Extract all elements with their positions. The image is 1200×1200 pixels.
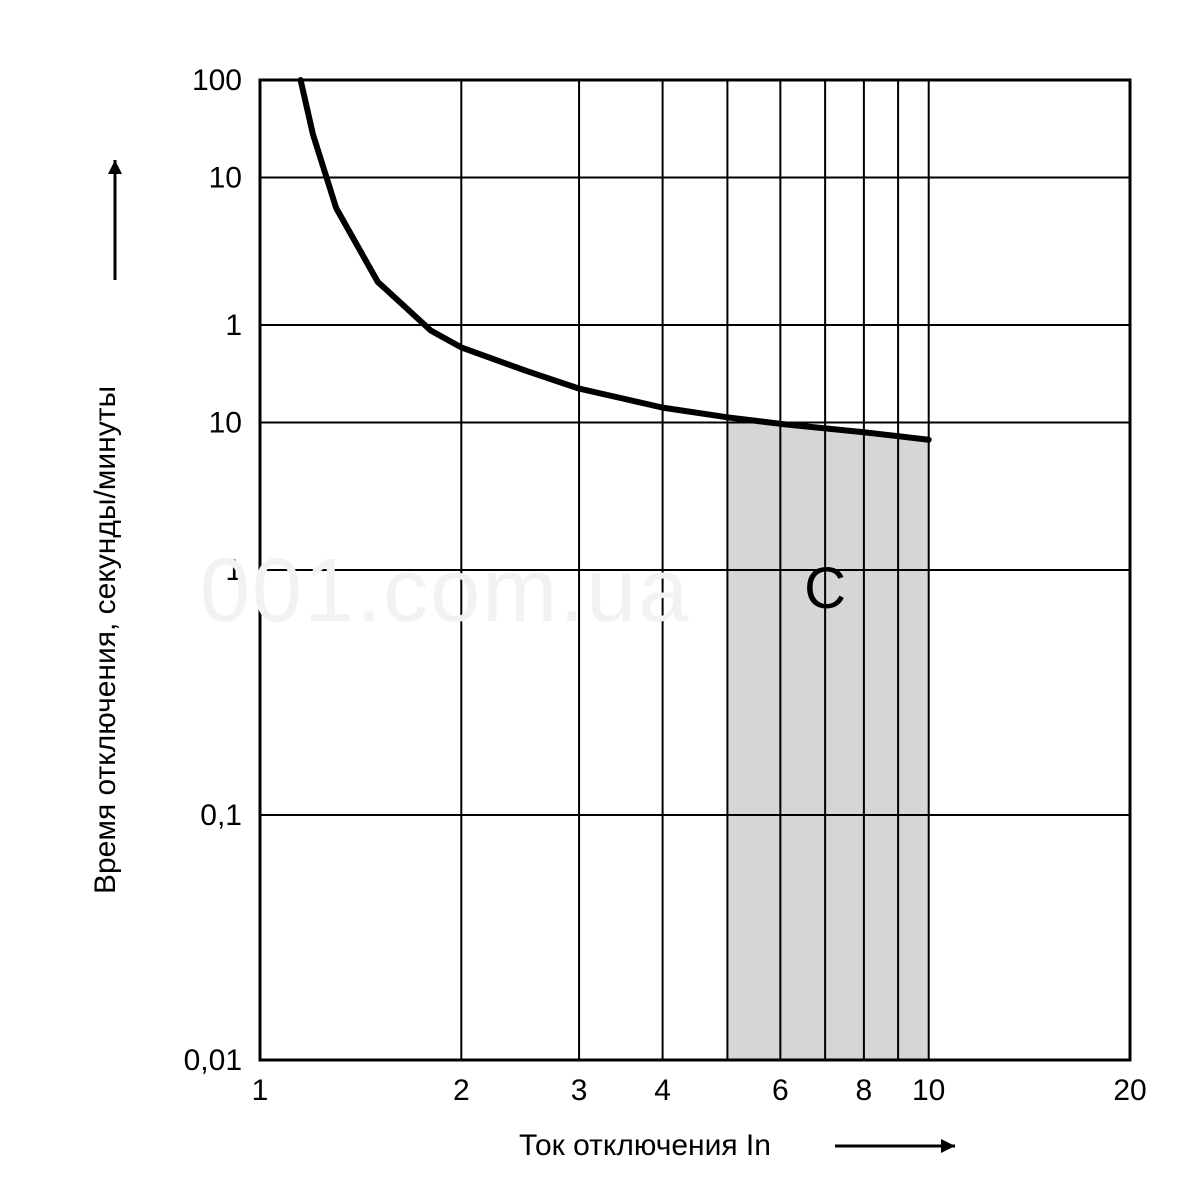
y-tick-label: 0,1: [200, 799, 242, 832]
x-tick-label: 4: [654, 1074, 671, 1107]
x-tick-label: 3: [571, 1074, 588, 1107]
region-label-c: C: [804, 556, 846, 621]
x-tick-label: 20: [1113, 1074, 1146, 1107]
y-tick-label: 100: [192, 64, 242, 97]
x-axis-label: Ток отключения In: [519, 1129, 771, 1162]
y-tick-label: 1: [225, 554, 242, 587]
x-tick-label: 2: [453, 1074, 470, 1107]
x-tick-label: 10: [912, 1074, 945, 1107]
y-tick-label: 10: [209, 161, 242, 194]
y-tick-label: 10: [209, 406, 242, 439]
chart-container: C 1 2 3 4 6 8 10 20 0,01 0,1 1 10 1 10 100 Ток отключени…: [0, 0, 1200, 1200]
x-tick-label: 1: [252, 1074, 269, 1107]
trip-curve-chart: C 1 2 3 4 6 8 10 20 0,01 0,1 1 10 1 10 100 Ток отключени…: [0, 0, 1200, 1200]
x-tick-label: 6: [772, 1074, 789, 1107]
x-tick-label: 8: [856, 1074, 873, 1107]
y-tick-label: 0,01: [184, 1044, 242, 1077]
y-tick-label: 1: [225, 309, 242, 342]
y-axis-label: Время отключения, секунды/минуты: [89, 386, 122, 894]
